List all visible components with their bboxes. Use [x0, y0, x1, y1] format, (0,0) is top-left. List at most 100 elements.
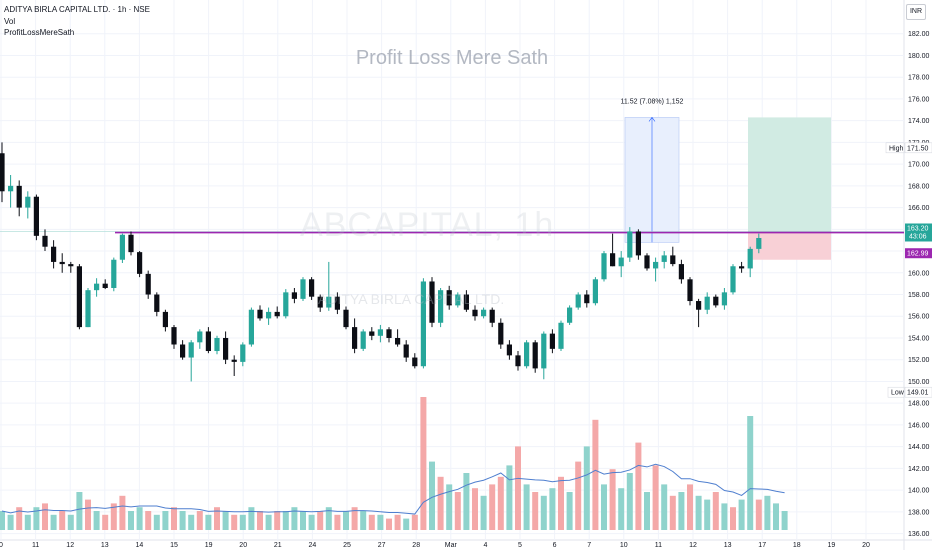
- volume-bar: [773, 503, 779, 530]
- candle-body: [644, 255, 650, 269]
- candle-body: [403, 344, 409, 358]
- candle: [360, 329, 366, 352]
- candle-body: [51, 246, 57, 262]
- candle-body: [678, 264, 684, 280]
- candle: [343, 306, 349, 330]
- volume-bar: [403, 518, 410, 530]
- volume-bar: [50, 514, 57, 530]
- candle-body: [162, 311, 168, 328]
- volume-bar: [764, 495, 771, 530]
- candle: [412, 353, 418, 369]
- volume-bar: [300, 511, 306, 530]
- candle: [524, 340, 530, 369]
- x-tick-label: 5: [518, 542, 522, 549]
- candle-body: [214, 337, 220, 352]
- volume-bar: [755, 499, 762, 530]
- volume-bar: [704, 499, 711, 530]
- candle-body: [240, 344, 246, 362]
- currency-button[interactable]: INR: [906, 4, 926, 20]
- candle-body: [0, 153, 5, 192]
- candle-body: [154, 294, 160, 312]
- x-tick-label: 12: [689, 542, 697, 549]
- candle-body: [635, 231, 641, 256]
- indicator-custom-label[interactable]: ProfitLossMereSath: [4, 28, 75, 37]
- volume-bar: [601, 484, 607, 530]
- volume-bar: [171, 507, 177, 530]
- volume-bar: [420, 397, 427, 530]
- x-tick-label: 11: [655, 542, 662, 549]
- candle: [51, 240, 57, 269]
- candle: [515, 351, 521, 371]
- volume-bar: [76, 492, 83, 530]
- candle: [68, 261, 74, 273]
- volume-bar: [747, 416, 754, 530]
- volume-bar: [497, 476, 504, 530]
- price-axis[interactable]: 136.00 138.00 140.00 142.00 144.00 146.00 148.…: [908, 31, 930, 538]
- candle: [283, 289, 289, 319]
- candle-body: [472, 309, 478, 317]
- candle: [739, 261, 745, 273]
- volume-bar: [583, 446, 590, 530]
- candle-body: [102, 283, 108, 288]
- x-tick-label: 28: [412, 542, 420, 549]
- y-tick-label: 182.00: [908, 31, 930, 38]
- watermark-ticker: ABCAPITAL, 1h: [300, 206, 555, 244]
- watermark-company: ADITYA BIRLA CAPITAL LTD.: [318, 291, 505, 307]
- time-axis[interactable]: 0 11 12 13 14 15 19 20 21 24 25 27 28 Mar 4 5 6 7 10 11 12 13…: [0, 542, 870, 549]
- low-value-bg: [904, 386, 932, 398]
- candle-body: [455, 294, 461, 306]
- x-tick-label: 27: [378, 542, 386, 549]
- y-tick-label: 160.00: [908, 270, 930, 277]
- indicator-vol-label[interactable]: Vol: [4, 17, 16, 26]
- candle-body: [653, 261, 659, 269]
- low-tag-bg: [887, 386, 905, 398]
- candle: [567, 305, 573, 325]
- volume-bar: [196, 511, 203, 530]
- y-tick-label: 178.00: [908, 75, 930, 82]
- candle: [704, 292, 710, 315]
- volume-bar: [33, 507, 40, 530]
- volume-bar: [678, 492, 685, 530]
- volume-bar: [472, 488, 478, 530]
- drawing-zones: 11.52 (7.08%) 1,152: [621, 98, 831, 260]
- volume-bar: [42, 503, 48, 530]
- alt-price-badge-bg: [905, 248, 932, 259]
- volume-bar: [222, 511, 229, 530]
- candle: [352, 318, 358, 354]
- volume-bar: [308, 514, 315, 530]
- volume-bar: [325, 507, 332, 530]
- volume-bar: [162, 511, 169, 530]
- volume-bar: [59, 511, 66, 530]
- volume-bar: [626, 473, 633, 530]
- candle-body: [145, 273, 151, 295]
- x-tick-label: Mar: [445, 542, 458, 549]
- candle-body: [377, 329, 383, 336]
- volume-bar: [575, 461, 582, 530]
- volume-bar: [609, 469, 616, 530]
- candle: [661, 251, 667, 269]
- volume-bar: [454, 492, 461, 530]
- symbol-title[interactable]: ADITYA BIRLA CAPITAL LTD. · 1h · NSE: [4, 5, 150, 14]
- horizontal-line[interactable]: [0, 231, 904, 234]
- candle-body: [8, 185, 14, 192]
- candle: [162, 309, 168, 332]
- alt-price-badge-text: 162.99: [907, 251, 929, 258]
- candle: [395, 329, 401, 347]
- candle: [300, 277, 306, 302]
- candle-body: [386, 329, 392, 338]
- candle-body: [446, 290, 452, 306]
- candle-body: [395, 337, 401, 345]
- volume-bar: [644, 492, 650, 530]
- x-tick-label: 18: [793, 542, 801, 549]
- candle: [85, 287, 91, 328]
- y-tick-label: 174.00: [908, 118, 930, 125]
- volume-bar: [179, 511, 186, 530]
- y-tick-label: 176.00: [908, 96, 930, 103]
- candle: [334, 292, 340, 315]
- candle-body: [558, 322, 564, 349]
- candle: [205, 327, 211, 354]
- candle-body: [16, 185, 22, 208]
- candle-body: [438, 290, 444, 323]
- candle: [584, 290, 590, 308]
